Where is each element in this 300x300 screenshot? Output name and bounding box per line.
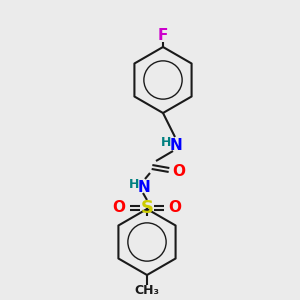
Text: N: N xyxy=(169,137,182,152)
Text: O: O xyxy=(172,164,185,179)
Text: H: H xyxy=(161,136,171,149)
Text: F: F xyxy=(158,28,168,44)
Text: CH₃: CH₃ xyxy=(134,284,160,298)
Text: H: H xyxy=(129,178,139,191)
Text: O: O xyxy=(169,200,182,215)
Text: S: S xyxy=(140,199,154,217)
Text: N: N xyxy=(138,179,150,194)
Text: O: O xyxy=(112,200,125,215)
